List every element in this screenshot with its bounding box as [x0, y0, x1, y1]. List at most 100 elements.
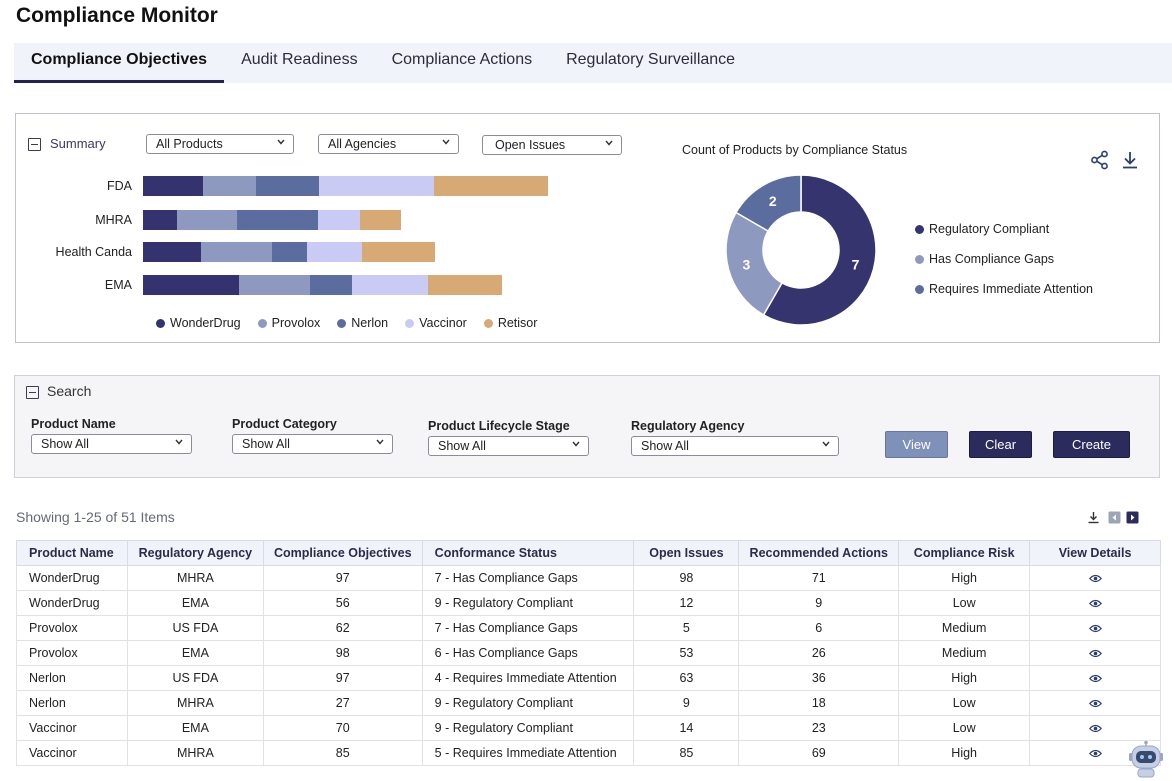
bar-segment[interactable]	[143, 210, 177, 230]
tab-regulatory-surveillance[interactable]: Regulatory Surveillance	[566, 51, 736, 68]
products-filter[interactable]: All Products	[146, 134, 294, 154]
donut-slice[interactable]	[725, 211, 784, 316]
column-header[interactable]: Compliance Risk	[898, 540, 1031, 566]
issues-filter[interactable]: Open Issues	[482, 135, 622, 155]
agencies-filter[interactable]: All Agencies	[318, 134, 459, 154]
legend-dot	[337, 318, 347, 328]
actions-cell: 6	[738, 615, 900, 641]
chevron-down-icon	[376, 439, 384, 445]
chatbot-icon[interactable]	[1128, 740, 1164, 778]
download-icon[interactable]	[1119, 149, 1141, 171]
bar-chart-legend: WonderDrug Provolox Nerlon Vaccinor Reti…	[156, 316, 554, 330]
agency-cell: US FDA	[126, 665, 264, 691]
table-row[interactable]: Provolox EMA 98 6 - Has Compliance Gaps 53 26…	[16, 640, 1161, 666]
regulatory-agency-select[interactable]: Show All	[631, 436, 839, 456]
donut-legend-item-compliant: Regulatory Compliant	[915, 214, 1093, 244]
product-name-label: Product Name	[31, 417, 116, 431]
bar-segment[interactable]	[310, 275, 352, 295]
bar-segment[interactable]	[237, 210, 318, 230]
donut-slice-label: 3	[743, 257, 751, 273]
bar-segment[interactable]	[352, 275, 428, 295]
create-button[interactable]: Create	[1053, 431, 1130, 458]
bar-segment[interactable]	[143, 176, 203, 196]
view-details-cell	[1029, 565, 1161, 591]
table-row[interactable]: WonderDrug MHRA 97 7 - Has Compliance Gaps 9…	[16, 565, 1161, 591]
risk-cell: High	[898, 665, 1031, 691]
tab-audit-readiness[interactable]: Audit Readiness	[241, 51, 358, 68]
status-cell: 9 - Regulatory Compliant	[421, 715, 635, 741]
column-header[interactable]: Compliance Objectives	[262, 540, 423, 566]
bar-segment[interactable]	[428, 275, 502, 295]
table-row[interactable]: WonderDrug EMA 56 9 - Regulatory Compliant 1…	[16, 590, 1161, 616]
actions-cell: 69	[738, 740, 900, 766]
tab-compliance-actions[interactable]: Compliance Actions	[391, 51, 533, 68]
column-header[interactable]: Product Name	[16, 540, 128, 566]
table-row[interactable]: Nerlon US FDA 97 4 - Requires Immediate Att…	[16, 665, 1161, 691]
open-issues-cell: 14	[633, 715, 740, 741]
table-row[interactable]: Nerlon MHRA 27 9 - Regulatory Compliant 9 18 L…	[16, 690, 1161, 716]
view-button[interactable]: View	[885, 431, 948, 458]
donut-slice[interactable]	[735, 174, 802, 233]
donut-slice[interactable]	[762, 174, 877, 326]
eye-icon[interactable]	[1088, 599, 1102, 608]
bar-segment[interactable]	[201, 242, 272, 262]
product-name-value: Show All	[41, 437, 89, 451]
bar-segment[interactable]	[256, 176, 319, 196]
share-icon[interactable]	[1089, 149, 1111, 171]
eye-icon[interactable]	[1088, 574, 1102, 583]
table-row[interactable]: Vaccinor MHRA 85 5 - Requires Immediate Att…	[16, 740, 1161, 766]
search-title: Search	[47, 383, 92, 399]
risk-cell: High	[898, 565, 1031, 591]
bar-segment[interactable]	[272, 242, 307, 262]
tab-compliance-objectives[interactable]: Compliance Objectives	[14, 43, 225, 83]
clear-button[interactable]: Clear	[969, 431, 1032, 458]
product-name-select[interactable]: Show All	[31, 434, 192, 454]
collapse-summary-icon[interactable]	[28, 138, 41, 151]
legend-dot	[915, 284, 924, 294]
chevron-down-icon	[175, 439, 183, 445]
bar-segment[interactable]	[362, 242, 435, 262]
column-header[interactable]: Recommended Actions	[738, 540, 900, 566]
eye-icon[interactable]	[1088, 674, 1102, 683]
eye-icon[interactable]	[1088, 724, 1102, 733]
eye-icon[interactable]	[1088, 624, 1102, 633]
prev-page-icon[interactable]	[1108, 511, 1121, 524]
donut-legend-item-gaps: Has Compliance Gaps	[915, 244, 1093, 274]
legend-dot	[156, 318, 165, 328]
eye-icon[interactable]	[1088, 699, 1102, 708]
donut-chart-title: Count of Products by Compliance Status	[682, 143, 908, 157]
table-row[interactable]: Provolox US FDA 62 7 - Has Compliance Gaps 5…	[16, 615, 1161, 641]
table-row[interactable]: Vaccinor EMA 70 9 - Regulatory Compliant 14 2…	[16, 715, 1161, 741]
product-category-value: Show All	[242, 437, 290, 451]
bar-segment[interactable]	[143, 242, 201, 262]
donut-chart: 7 3 2	[725, 174, 877, 326]
download-icon[interactable]	[1087, 511, 1100, 524]
product-category-label: Product Category	[232, 417, 337, 431]
product-category-select[interactable]: Show All	[232, 434, 393, 454]
bar-segment[interactable]	[143, 275, 239, 295]
donut-legend: Regulatory Compliant Has Compliance Gaps…	[915, 214, 1093, 304]
bar-segment[interactable]	[177, 210, 237, 230]
bar-segment[interactable]	[434, 176, 548, 196]
bar-segment[interactable]	[319, 176, 434, 196]
agency-cell: US FDA	[126, 615, 264, 641]
eye-icon[interactable]	[1088, 649, 1102, 658]
eye-icon[interactable]	[1088, 749, 1102, 758]
bar-segment[interactable]	[307, 242, 362, 262]
regulatory-agency-value: Show All	[641, 439, 689, 453]
actions-cell: 71	[738, 565, 900, 591]
donut-slice-label: 2	[769, 193, 777, 209]
column-header[interactable]: Open Issues	[633, 540, 740, 566]
product-name-cell: Provolox	[16, 640, 128, 666]
bar-segment[interactable]	[203, 176, 256, 196]
summary-panel: Summary All Products All Agencies Open I…	[15, 113, 1160, 343]
column-header[interactable]: Regulatory Agency	[126, 540, 264, 566]
bar-segment[interactable]	[318, 210, 360, 230]
next-page-icon[interactable]	[1126, 511, 1139, 524]
collapse-search-icon[interactable]	[26, 386, 39, 399]
lifecycle-stage-select[interactable]: Show All	[428, 436, 589, 456]
bar-segment[interactable]	[239, 275, 310, 295]
column-header[interactable]: Conformance Status	[421, 540, 635, 566]
tab-bar: Compliance Objectives Audit Readiness Co…	[14, 43, 1172, 83]
bar-segment[interactable]	[360, 210, 401, 230]
